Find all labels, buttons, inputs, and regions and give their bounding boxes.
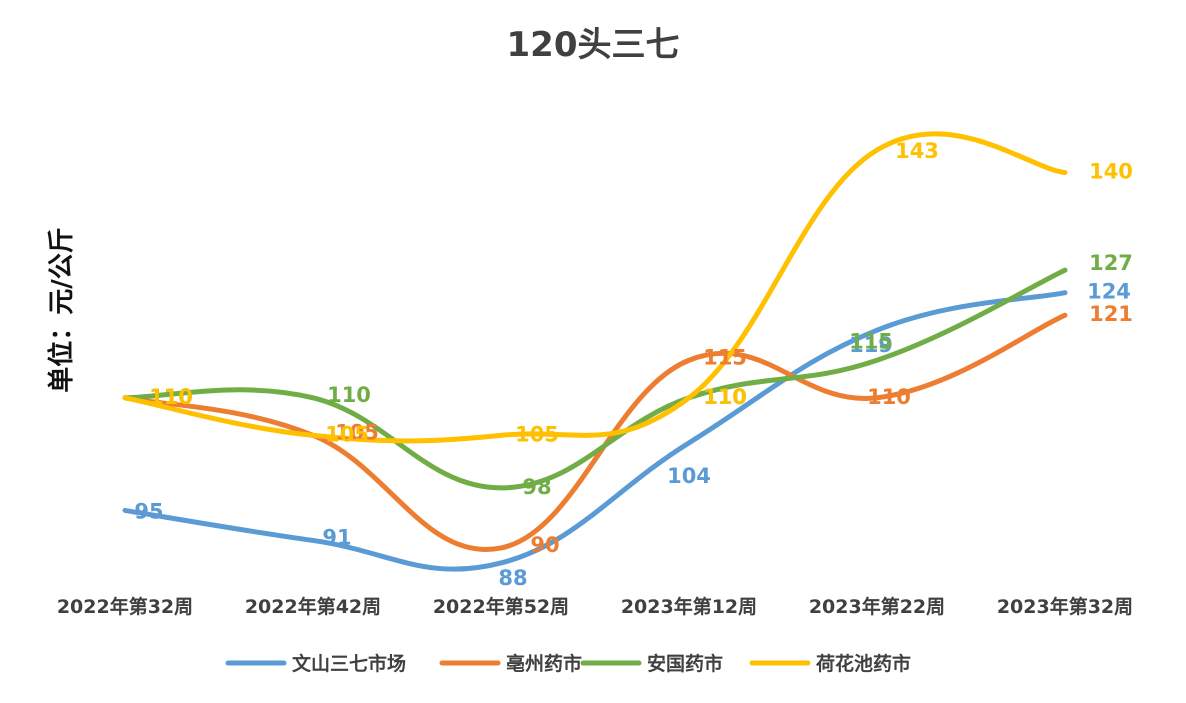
legend: 文山三七市场 亳州药市 安国药市 荷花池药市: [225, 652, 911, 675]
data-label: 115: [849, 329, 893, 353]
data-label: 110: [327, 383, 371, 407]
data-label: 127: [1089, 251, 1133, 275]
x-tick-label: 2022年第42周: [245, 595, 381, 618]
data-label: 95: [134, 499, 163, 523]
data-label: 110: [149, 385, 193, 409]
series-line-4: [122, 131, 1068, 444]
data-label: 140: [1089, 160, 1133, 184]
series-line-3: [122, 267, 1068, 491]
legend-label: 文山三七市场: [292, 652, 406, 675]
data-label: 143: [895, 139, 939, 163]
data-label: 124: [1087, 280, 1131, 304]
data-label: 104: [667, 464, 711, 488]
x-tick-label: 2022年第32周: [57, 595, 193, 618]
data-label: 105: [335, 420, 379, 444]
x-tick-label: 2023年第12周: [621, 595, 757, 618]
data-label: 119: [849, 333, 893, 357]
data-label: 110: [703, 385, 747, 409]
x-tick-label: 2022年第52周: [433, 595, 569, 618]
x-axis-ticks: 2022年第32周 2022年第42周 2022年第52周 2023年第12周 2023…: [57, 595, 1133, 618]
data-label: 110: [149, 385, 193, 409]
data-label-layer: 95 91 88 104 119 124 110 105 90 115 110 121 110 110 98…: [134, 139, 1133, 590]
y-axis-label: 单位：元/公斤: [46, 227, 77, 393]
data-label: 105: [515, 422, 559, 446]
data-label: 88: [498, 566, 527, 590]
data-label: 110: [867, 385, 911, 409]
legend-label: 安国药市: [647, 652, 723, 675]
chart-title: 120头三七: [507, 25, 680, 65]
legend-label: 亳州药市: [506, 652, 582, 675]
legend-label: 荷花池药市: [816, 652, 911, 675]
series-layer: [122, 131, 1068, 572]
data-label: 91: [322, 525, 351, 549]
data-label: 90: [530, 533, 559, 557]
data-label: 110: [149, 385, 193, 409]
data-label: 98: [522, 475, 551, 499]
data-label: 115: [703, 345, 747, 369]
data-label: 105: [325, 422, 369, 446]
data-label: 110: [703, 385, 747, 409]
series-line-1: [122, 290, 1068, 572]
x-tick-label: 2023年第32周: [997, 595, 1133, 618]
x-tick-label: 2023年第22周: [809, 595, 945, 618]
data-label: 121: [1089, 302, 1133, 326]
